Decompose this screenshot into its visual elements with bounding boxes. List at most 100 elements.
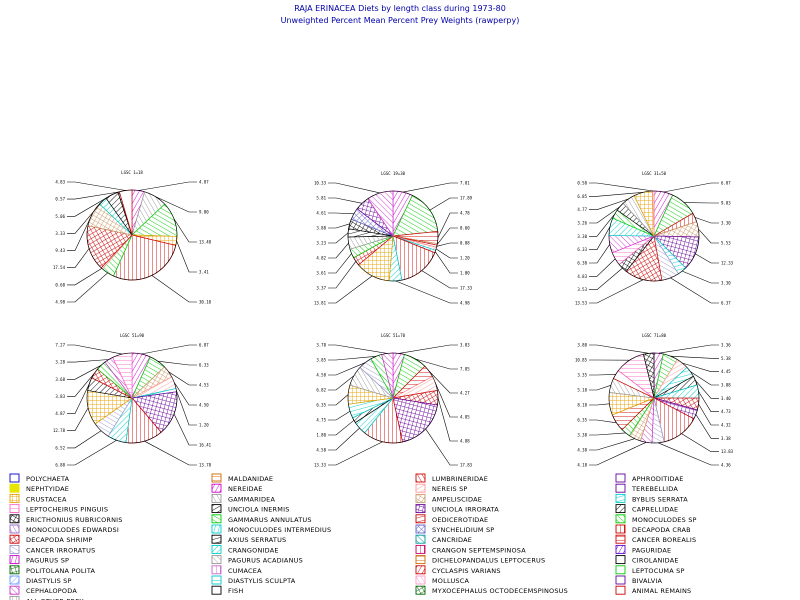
slice-value-label: 3.30 <box>577 234 587 239</box>
leader-line <box>67 268 102 286</box>
slice-value-label: 4.87 <box>55 411 65 416</box>
pie-chart-2: LGSC 19=30 7.81 17.89 4.78 0.60 0.88 1.20 1.00 1… <box>314 171 473 306</box>
leader-line <box>67 344 123 355</box>
slice-value-label: 3.68 <box>55 377 65 382</box>
slice-value-label: 4.73 <box>721 409 731 414</box>
leader-line <box>168 371 197 386</box>
slice-value-label: 13.83 <box>721 449 734 454</box>
leader-line <box>67 365 102 380</box>
slice-value-label: 4.58 <box>316 373 326 378</box>
legend-swatch <box>615 544 626 554</box>
slice-value-label: 6.52 <box>55 445 65 450</box>
slice-value-label: 3.35 <box>577 373 587 378</box>
slice-value-label: 4.18 <box>577 463 587 468</box>
legend-label: CANCER IRRORATUS <box>26 546 95 554</box>
legend-swatch <box>9 483 20 493</box>
legend-item-aphroditidae: APHRODITIDAE <box>615 473 683 483</box>
leader-line <box>402 182 458 193</box>
slice-value-label: 6.30 <box>577 261 587 266</box>
slice-value-label: 7.81 <box>460 181 470 186</box>
slice-value-label: 6.82 <box>316 388 326 393</box>
leader-line <box>589 403 610 406</box>
legend-swatch <box>415 544 426 554</box>
leader-line <box>395 280 458 304</box>
slice-value-label: 4.36 <box>721 463 731 468</box>
slice-value-label: 4.53 <box>199 383 209 388</box>
leader-line <box>328 275 373 304</box>
pie-chart-3: LGSC 31=50 6.87 9.83 3.30 5.53 12.33 3.30 6.37 0… <box>575 171 734 306</box>
leader-line <box>328 197 363 204</box>
legend-label: DICHELOPANDALUS LEPTOCERUS <box>432 557 545 565</box>
leader-line <box>67 359 109 363</box>
pie-chart-4: LGSC 51=90 6.87 6.33 4.53 4.50 1.20 16.41 13.78… <box>53 333 212 468</box>
legend-item-bivalvia: BIVALVIA <box>615 575 663 585</box>
leader-line <box>67 430 102 449</box>
leader-line <box>144 440 197 466</box>
slice-value-label: 3.26 <box>577 221 587 226</box>
leader-line <box>328 441 383 466</box>
legend-label: CAPRELLIDAE <box>632 506 678 514</box>
legend-swatch <box>211 544 222 554</box>
legend-label: MONOCULODES EDWARDSI <box>26 526 119 534</box>
legend-label: BIVALVIA <box>632 577 663 585</box>
slice-value-label: 3.88 <box>721 383 731 388</box>
slice-value-label: 6.87 <box>199 343 209 348</box>
slice-value-label: 3.30 <box>721 221 731 226</box>
legend-swatch <box>615 585 626 595</box>
slice-value-label: 7.27 <box>55 343 65 348</box>
legend-item-diastylis-sculpta: DIASTYLIS SCULPTA <box>211 575 296 585</box>
legend-item-myxocephalus-octodecemspinosus: MYXOCEPHALUS OCTODECEMSPINOSUS <box>415 585 568 595</box>
slice-value-label: 4.98 <box>460 301 470 306</box>
leader-line <box>328 410 351 421</box>
legend-swatch <box>211 504 222 514</box>
leader-line <box>589 432 626 436</box>
slice-value-label: 4.32 <box>721 423 731 428</box>
leader-line <box>428 370 458 394</box>
legend-label: MONOCULODES INTERMEDIUS <box>228 526 331 534</box>
legend-item-diastylis-sp: DIASTYLIS SP <box>9 575 71 585</box>
slice-value-label: 4.83 <box>55 180 65 185</box>
leader-line <box>138 181 197 191</box>
leader-line <box>695 414 719 439</box>
legend-label: FISH <box>228 587 243 595</box>
leader-line <box>589 244 611 264</box>
legend-swatch <box>9 595 20 600</box>
leader-line <box>435 383 458 418</box>
legend-item-ampeliscidae: AMPELISCIDAE <box>415 493 482 503</box>
leader-line <box>589 206 621 224</box>
leader-line <box>67 383 90 414</box>
legend-label: MONOCULODES SP <box>632 516 697 524</box>
slice-value-label: 5.18 <box>577 388 587 393</box>
legend-swatch <box>9 514 20 524</box>
leader-line <box>328 182 380 194</box>
legend-item-cancer-irroratus: CANCER IRRORATUS <box>9 544 95 554</box>
legend-item-all-other-prey: ALL OTHER PREY <box>9 595 84 600</box>
slice-value-label: 0.60 <box>55 282 65 287</box>
legend-swatch <box>211 585 222 595</box>
slice-value-label: 17.83 <box>460 463 473 468</box>
leader-line <box>328 242 349 259</box>
slice-value-label: 6.88 <box>55 463 65 468</box>
pie-title: LGSC 71=80 <box>642 333 667 338</box>
slice-value-label: 13.78 <box>199 463 212 468</box>
slice-value-label: 17.33 <box>460 286 473 291</box>
slice-value-label: 3.38 <box>721 436 731 441</box>
legend-item-cancer-borealis: CANCER BOREALIS <box>615 534 696 544</box>
legend-swatch <box>615 473 626 483</box>
slice-value-label: 12.33 <box>721 261 734 266</box>
legend-label: CIROLANIDAE <box>632 557 679 565</box>
legend-item-nereidae: NEREIDAE <box>211 483 262 493</box>
legend-swatch <box>211 473 222 483</box>
slice-value-label: 0.57 <box>55 197 65 202</box>
legend-label: MYXOCEPHALUS OCTODECEMSPINOSUS <box>432 587 568 595</box>
leader-line <box>436 242 458 247</box>
legend-label: PAGURIDAE <box>632 546 671 554</box>
leader-line <box>682 362 719 373</box>
slice-value-label: 0.60 <box>460 226 470 231</box>
leader-line <box>682 270 719 284</box>
legend-swatch <box>415 524 426 534</box>
legend-item-byblis-serrata: BYBLIS SERRATA <box>615 493 688 503</box>
leader-line <box>67 440 117 466</box>
slice-value-label: 17.54 <box>53 265 66 270</box>
